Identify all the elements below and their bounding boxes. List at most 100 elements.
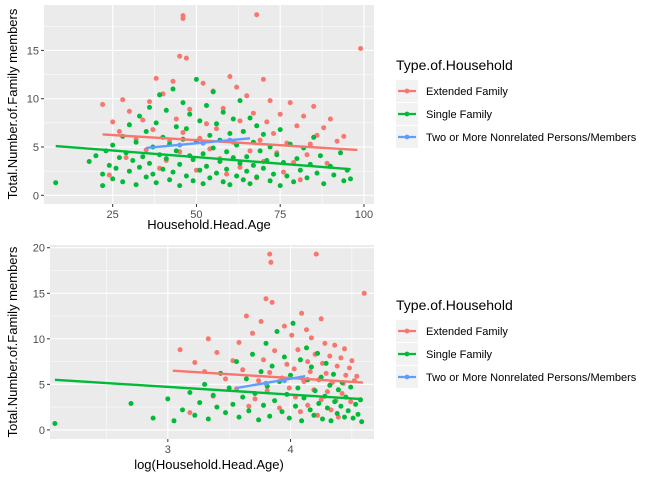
top-point-extended-family — [307, 141, 313, 147]
top-point-extended-family — [204, 121, 209, 127]
bottom-point-single-family — [230, 401, 236, 407]
top-point-single-family — [234, 173, 240, 179]
bottom-point-single-family — [180, 407, 185, 413]
top-legend-key-dot — [404, 134, 410, 140]
top-point-extended-family — [247, 148, 253, 154]
bottom-point-single-family — [205, 416, 211, 422]
top-x-tick-label: 50 — [190, 209, 202, 221]
top-point-single-family — [120, 179, 126, 185]
bottom-point-single-family — [353, 401, 359, 407]
top-point-single-family — [137, 113, 142, 119]
bottom-point-extended-family — [236, 340, 242, 345]
bottom-point-single-family — [345, 408, 351, 414]
top-point-single-family — [250, 162, 256, 168]
top-point-single-family — [240, 129, 246, 134]
bottom-point-single-family — [288, 372, 293, 378]
bottom-point-single-family — [52, 421, 58, 426]
bottom-point-extended-family — [177, 347, 183, 353]
top-point-single-family — [200, 151, 206, 157]
bottom-point-extended-family — [338, 355, 344, 361]
bottom-point-extended-family — [261, 357, 266, 363]
top-point-extended-family — [341, 133, 347, 139]
top-y-tick-label: 10 — [27, 94, 39, 106]
bottom-point-extended-family — [305, 402, 311, 408]
bottom-point-single-family — [331, 371, 336, 377]
bottom-point-extended-family — [323, 370, 329, 376]
top-point-single-family — [113, 165, 119, 171]
bottom-point-single-family — [323, 360, 329, 366]
bottom-point-single-family — [335, 387, 341, 393]
bottom-point-extended-family — [343, 372, 349, 378]
top-x-tick-label: 100 — [355, 209, 373, 221]
top-point-single-family — [331, 172, 337, 178]
top-point-extended-family — [110, 119, 116, 125]
top-point-single-family — [214, 121, 219, 127]
top-point-extended-family — [214, 126, 219, 132]
top-point-single-family — [220, 179, 226, 185]
top-point-single-family — [130, 158, 136, 163]
bottom-point-extended-family — [305, 359, 311, 365]
top-plot-ticks: 25 50 75 100 0 5 10 15 — [27, 45, 373, 221]
top-point-single-family — [348, 176, 353, 182]
bottom-smooth-line-single-family — [54, 378, 360, 401]
top-point-single-family — [207, 175, 213, 181]
top-point-single-family — [247, 181, 253, 187]
bottom-point-single-family — [348, 384, 354, 390]
top-point-extended-family — [120, 97, 126, 103]
bottom-point-extended-family — [240, 367, 246, 373]
bottom-point-single-family — [293, 403, 298, 409]
top-point-single-family — [153, 120, 159, 126]
bottom-point-single-family — [332, 399, 338, 405]
bottom-point-single-family — [250, 351, 255, 357]
bottom-point-single-family — [279, 409, 285, 415]
bottom-point-single-family — [243, 376, 249, 382]
top-point-single-family — [160, 166, 166, 172]
bottom-point-single-family — [320, 416, 325, 422]
bottom-x-tick-label: 3 — [165, 444, 171, 456]
top-point-extended-family — [187, 106, 193, 112]
top-point-extended-family — [180, 130, 186, 135]
bottom-point-extended-family — [267, 251, 273, 257]
top-point-single-family — [240, 177, 246, 183]
bottom-point-extended-family — [342, 346, 347, 352]
bottom-point-extended-family — [361, 290, 367, 296]
top-point-extended-family — [297, 177, 303, 183]
bottom-plot-y-axis-title: Total.Number.of.Family members — [5, 246, 20, 437]
bottom-point-single-family — [286, 415, 292, 421]
top-point-single-family — [254, 123, 260, 129]
bottom-point-extended-family — [205, 336, 211, 342]
top-point-extended-family — [150, 127, 156, 133]
top-point-single-family — [207, 132, 213, 138]
top-point-single-family — [267, 178, 273, 184]
top-point-single-family — [183, 126, 189, 132]
top-point-single-family — [237, 160, 243, 166]
bottom-point-extended-family — [299, 310, 305, 316]
top-y-tick-label: 0 — [33, 190, 39, 202]
bottom-y-tick-label: 15 — [33, 288, 45, 300]
top-point-single-family — [177, 183, 183, 189]
top-point-single-family — [224, 166, 230, 172]
bottom-smooth-line-nonrelated — [236, 374, 306, 390]
bottom-point-single-family — [128, 401, 134, 406]
bottom-plot: 3 4 0 5 10 15 20 log(Household.Head.Age) Total… — [5, 243, 374, 472]
top-point-extended-family — [180, 16, 186, 21]
top-point-single-family — [200, 181, 206, 187]
top-point-single-family — [110, 142, 116, 148]
bottom-point-extended-family — [286, 385, 292, 391]
top-smooth-line-single-family — [55, 144, 351, 171]
bottom-point-extended-family — [277, 405, 282, 411]
bottom-point-extended-family — [354, 373, 360, 379]
bottom-point-single-family — [269, 363, 275, 369]
top-point-extended-family — [264, 119, 270, 125]
top-y-tick-label: 15 — [27, 45, 39, 57]
bottom-point-extended-family — [297, 409, 303, 415]
top-point-extended-family — [170, 78, 176, 84]
top-legend-key-single-family — [396, 103, 418, 125]
top-point-extended-family — [140, 117, 146, 123]
bottom-point-extended-family — [313, 251, 319, 257]
bottom-point-single-family — [274, 329, 280, 334]
top-point-single-family — [204, 103, 209, 108]
top-point-extended-family — [227, 74, 233, 79]
bottom-point-single-family — [297, 357, 303, 363]
